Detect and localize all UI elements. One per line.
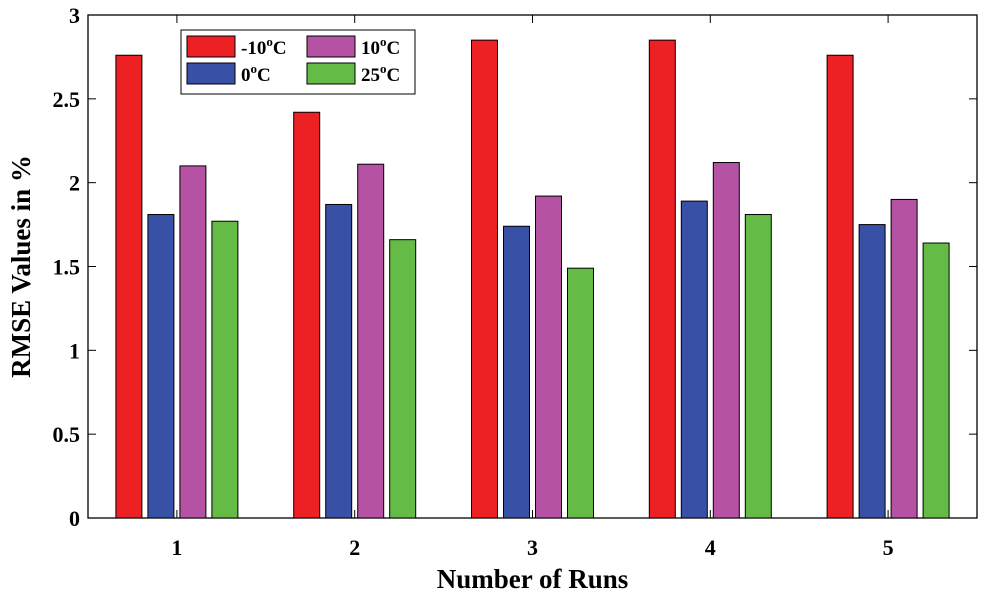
bar-run2-series2: [357, 163, 385, 519]
bars-group: [115, 39, 950, 519]
x-tick-label: 5: [883, 535, 894, 560]
bar-run3-series1: [503, 225, 530, 519]
bar-run4-series2: [712, 162, 740, 519]
legend-swatch: [306, 35, 356, 58]
bar-run5-series2: [890, 198, 918, 519]
bar-run5-series1: [858, 224, 886, 519]
y-tick-label: 3: [69, 3, 80, 28]
legend-label: -10oC: [241, 34, 287, 59]
legend-label: 0oC: [241, 61, 271, 86]
bar-run1-series0: [115, 54, 143, 519]
legend-swatch: [186, 35, 236, 58]
bar-run4-series0: [648, 39, 676, 519]
legend: -10oC 10oC 0oC 25oC: [180, 29, 416, 95]
bar-run2-series0: [293, 111, 321, 519]
y-tick-label: 1.5: [53, 255, 81, 280]
x-axis-title: Number of Runs: [437, 564, 629, 594]
y-tick-label: 0.5: [53, 422, 81, 447]
legend-swatch: [186, 62, 236, 85]
y-tick-label: 2.5: [53, 87, 81, 112]
bar-run5-series3: [922, 242, 950, 519]
y-axis-ticks: 0 0.5 1 1.5 2 2.5 3: [53, 3, 977, 531]
x-tick-label: 4: [705, 535, 716, 560]
x-tick-label: 2: [349, 535, 360, 560]
bar-run5-series0: [826, 54, 854, 519]
y-tick-label: 0: [69, 506, 80, 531]
bar-run3-series3: [567, 267, 594, 519]
bar-run3-series2: [535, 195, 562, 519]
bar-run4-series1: [680, 200, 708, 519]
bar-run4-series3: [744, 214, 772, 519]
x-tick-label: 3: [527, 535, 538, 560]
x-axis-ticks: 1 2 3 4 5: [171, 15, 894, 560]
bar-run1-series3: [211, 220, 239, 519]
bar-run1-series2: [179, 165, 207, 519]
y-tick-label: 1: [69, 338, 80, 363]
x-tick-label: 1: [171, 535, 182, 560]
bar-run2-series1: [325, 203, 353, 519]
bar-run3-series0: [471, 39, 498, 519]
bar-run2-series3: [389, 239, 417, 519]
bar-run1-series1: [147, 214, 175, 519]
y-axis-title: RMSE Values in %: [6, 155, 36, 378]
y-tick-label: 2: [69, 171, 80, 196]
legend-label: 10oC: [361, 34, 400, 59]
legend-swatch: [306, 62, 356, 85]
legend-label: 25oC: [361, 61, 400, 86]
